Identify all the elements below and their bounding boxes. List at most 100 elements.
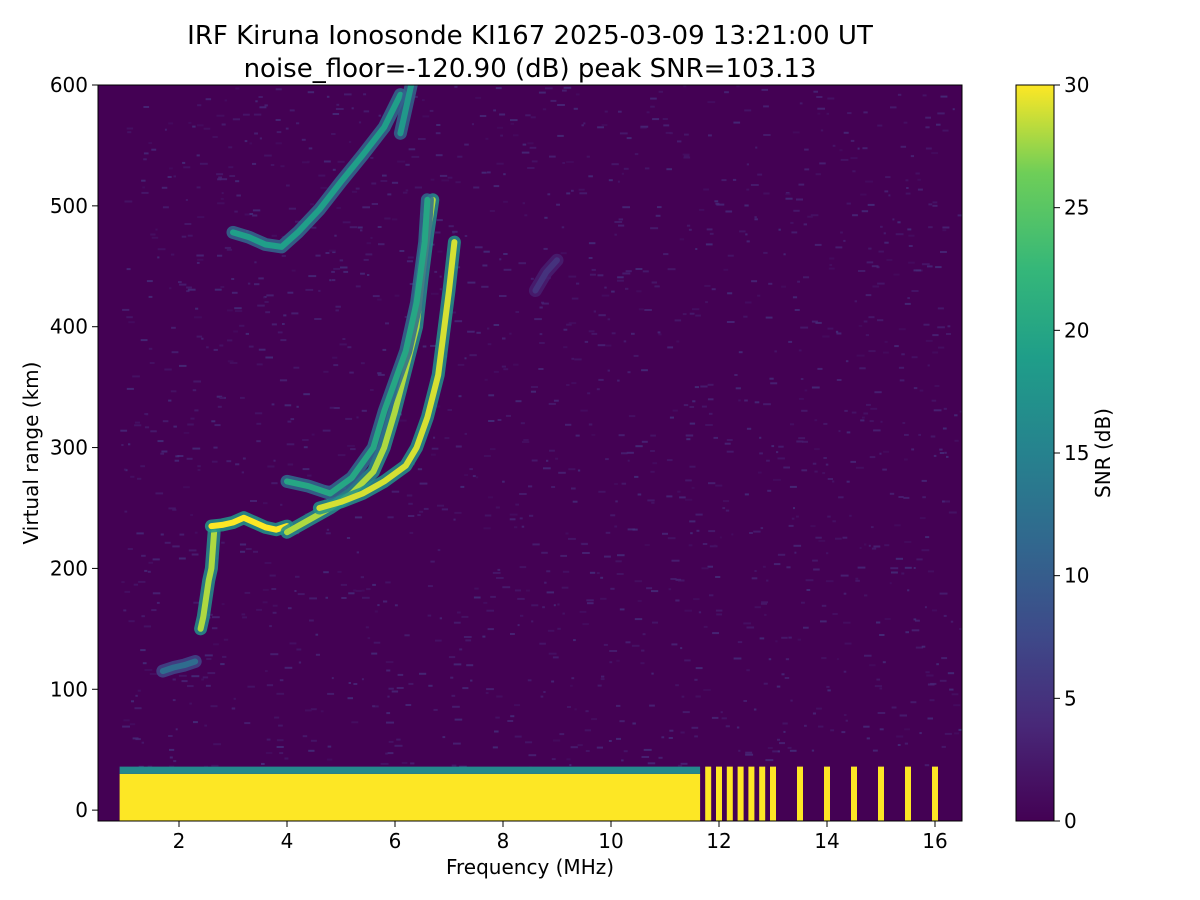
noise-cell	[325, 532, 331, 535]
noise-cell	[702, 543, 708, 545]
noise-cell	[896, 735, 904, 738]
noise-cell	[754, 606, 761, 609]
noise-cell	[150, 233, 156, 236]
noise-cell	[556, 203, 560, 206]
noise-cell	[522, 143, 527, 146]
noise-cell	[805, 579, 814, 582]
noise-cell	[290, 418, 295, 421]
noise-cell	[552, 656, 559, 659]
noise-cell	[568, 468, 576, 471]
noise-cell	[935, 266, 942, 269]
noise-cell	[874, 685, 882, 688]
noise-cell	[745, 751, 753, 754]
echo-trace	[159, 658, 199, 675]
noise-cell	[588, 242, 596, 245]
noise-cell	[543, 467, 551, 470]
noise-cell	[899, 379, 905, 382]
x-tick-label: 10	[598, 829, 623, 853]
noise-cell	[959, 628, 962, 630]
noise-cell	[672, 409, 678, 412]
noise-cell	[402, 191, 408, 194]
noise-cell	[170, 390, 177, 393]
noise-cell	[827, 689, 831, 692]
noise-cell	[528, 754, 537, 757]
noise-cell	[793, 544, 802, 547]
noise-cell	[859, 367, 866, 370]
noise-cell	[286, 443, 295, 446]
noise-cell	[745, 233, 748, 236]
noise-cell	[763, 105, 769, 108]
noise-cell	[931, 152, 938, 155]
noise-cell	[579, 610, 587, 613]
noise-cell	[586, 599, 594, 602]
noise-cell	[350, 448, 356, 451]
noise-cell	[662, 532, 668, 535]
noise-cell	[484, 378, 488, 381]
noise-cell	[686, 224, 691, 227]
noise-cell	[576, 282, 580, 285]
noise-cell	[759, 637, 765, 640]
noise-cell	[905, 179, 909, 182]
noise-cell	[872, 749, 878, 752]
noise-cell	[481, 285, 489, 288]
noise-cell	[254, 412, 263, 415]
noise-cell	[217, 202, 225, 205]
noise-cell	[172, 508, 177, 511]
noise-cell	[239, 543, 247, 546]
noise-cell	[694, 386, 699, 389]
y-tick-label: 0	[75, 798, 88, 822]
noise-cell	[272, 611, 277, 614]
noise-cell	[851, 411, 857, 414]
noise-cell	[452, 230, 458, 233]
noise-cell	[126, 268, 131, 271]
noise-cell	[863, 111, 868, 114]
noise-cell	[893, 273, 900, 276]
noise-cell	[884, 544, 890, 547]
noise-cell	[488, 420, 495, 422]
noise-cell	[175, 455, 180, 458]
noise-cell	[371, 182, 377, 185]
noise-cell	[548, 652, 557, 655]
noise-cell	[353, 589, 357, 592]
noise-cell	[249, 213, 254, 215]
noise-cell	[407, 256, 414, 259]
noise-cell	[519, 493, 527, 495]
noise-cell	[333, 364, 339, 367]
noise-cell	[151, 236, 159, 239]
noise-cell	[505, 414, 511, 417]
noise-cell	[391, 218, 398, 221]
noise-cell	[490, 595, 496, 598]
noise-cell	[203, 127, 211, 130]
noise-cell	[732, 178, 737, 181]
noise-cell	[815, 321, 822, 324]
noise-cell	[928, 226, 933, 229]
noise-cell	[534, 318, 542, 321]
noise-cell	[646, 111, 650, 114]
noise-cell	[921, 263, 930, 266]
noise-cell	[621, 482, 627, 485]
noise-cell	[844, 642, 852, 645]
noise-cell	[843, 131, 849, 134]
noise-cell	[632, 528, 638, 531]
noise-cell	[433, 708, 438, 711]
noise-cell	[270, 164, 275, 166]
noise-cell	[444, 437, 450, 440]
noise-cell	[337, 570, 342, 573]
noise-cell	[778, 228, 781, 231]
noise-cell	[753, 708, 757, 711]
noise-cell	[172, 545, 180, 548]
noise-cell	[220, 286, 225, 288]
noise-cell	[404, 634, 410, 637]
noise-cell	[311, 433, 315, 436]
noise-cell	[825, 463, 829, 466]
noise-cell	[194, 316, 202, 319]
noise-cell	[775, 640, 778, 643]
y-axis-label: Virtual range (km)	[19, 362, 43, 545]
echo-trace	[397, 85, 415, 137]
noise-cell	[827, 478, 833, 480]
x-tick-label: 4	[281, 829, 294, 853]
noise-cell	[310, 203, 314, 206]
noise-cell	[217, 405, 222, 408]
noise-cell	[617, 180, 620, 183]
noise-cell	[558, 471, 566, 474]
